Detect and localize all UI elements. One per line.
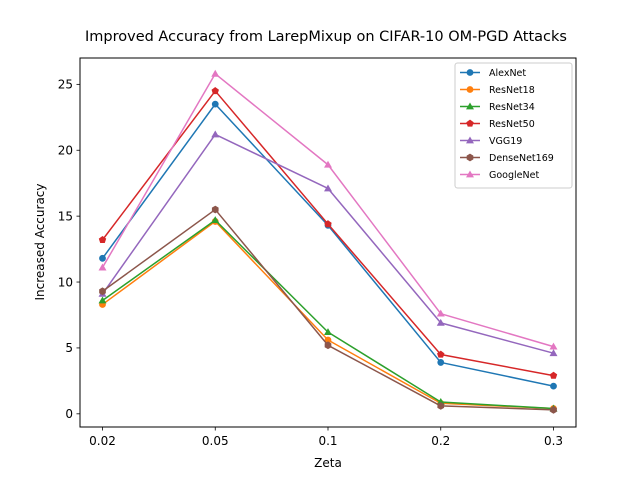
- x-axis: 0.02 0.05 0.1 0.2 0.3: [89, 427, 563, 448]
- data-point-googlenet: [98, 263, 107, 271]
- legend-label: VGG19: [489, 136, 522, 147]
- data-point-vgg19: [549, 349, 558, 357]
- y-tick-label: 25: [58, 78, 73, 92]
- data-point-resnet50: [211, 87, 219, 95]
- data-point-densenet169: [437, 402, 445, 410]
- data-point-alexnet: [99, 254, 106, 262]
- data-point-vgg19: [324, 184, 332, 192]
- y-axis-label: Increased Accuracy: [33, 184, 47, 301]
- series-densenet169: [99, 205, 557, 414]
- legend-box: [454, 62, 573, 189]
- legend-label: ResNet34: [489, 102, 535, 113]
- chart-title: Improved Accuracy from LarepMixup on CIF…: [85, 29, 567, 45]
- legend-marker: [466, 102, 474, 110]
- data-point-googlenet: [324, 160, 332, 168]
- legend-item-alexnet: AlexNet: [460, 68, 526, 79]
- data-point-resnet34: [98, 296, 107, 304]
- legend-marker: [466, 153, 474, 162]
- data-point-alexnet: [437, 359, 445, 366]
- series-resnet50: [98, 87, 558, 379]
- data-point-densenet169: [99, 287, 106, 296]
- y-tick-label: 0: [65, 407, 73, 421]
- data-point-googlenet: [549, 342, 558, 350]
- legend-item-vgg19: VGG19: [460, 136, 522, 147]
- data-point-resnet50: [98, 235, 107, 244]
- data-point-resnet50: [437, 350, 445, 358]
- plot-area: [98, 69, 558, 414]
- legend-label: AlexNet: [489, 68, 526, 79]
- legend-item-resnet34: ResNet34: [460, 102, 535, 113]
- legend-marker: [466, 86, 474, 93]
- legend-marker: [466, 170, 474, 178]
- legend-marker: [466, 136, 474, 144]
- legend: AlexNet ResNet18 ResNet34 ResNet50 VGG19 Dens…: [454, 62, 573, 189]
- y-tick-label: 15: [58, 209, 73, 223]
- x-axis-label: Zeta: [314, 456, 342, 470]
- data-point-alexnet: [550, 382, 557, 390]
- data-point-resnet50: [324, 220, 332, 228]
- data-point-alexnet: [211, 100, 219, 108]
- data-point-vgg19: [436, 318, 445, 326]
- series-googlenet: [98, 69, 558, 350]
- legend-item-resnet50: ResNet50: [460, 119, 535, 130]
- legend-item-googlenet: GoogleNet: [460, 170, 539, 181]
- legend-label: ResNet18: [489, 85, 535, 96]
- data-point-resnet34: [211, 216, 220, 224]
- legend-marker: [466, 69, 474, 76]
- legend-label: GoogleNet: [489, 170, 539, 181]
- data-point-googlenet: [211, 69, 220, 77]
- y-tick-label: 5: [65, 341, 73, 355]
- data-point-resnet50: [549, 371, 558, 379]
- x-tick-label: 0.3: [544, 434, 563, 448]
- data-point-vgg19: [211, 130, 220, 138]
- series-vgg19: [98, 130, 558, 357]
- x-tick-label: 0.2: [431, 434, 450, 448]
- legend-item-resnet18: ResNet18: [460, 85, 535, 96]
- y-tick-label: 10: [58, 275, 73, 289]
- data-point-googlenet: [436, 309, 445, 317]
- data-point-densenet169: [211, 205, 219, 214]
- x-tick-label: 0.02: [89, 434, 116, 448]
- legend-label: DenseNet169: [489, 153, 554, 164]
- legend-marker: [466, 119, 474, 127]
- y-tick-label: 20: [58, 144, 73, 158]
- legend-item-densenet169: DenseNet169: [460, 153, 554, 164]
- y-axis: 0 5 10 15 20 25: [58, 78, 80, 421]
- x-tick-label: 0.05: [202, 434, 229, 448]
- data-point-resnet34: [324, 328, 332, 336]
- data-point-densenet169: [324, 341, 332, 350]
- x-tick-label: 0.1: [318, 434, 337, 448]
- data-point-densenet169: [550, 406, 557, 414]
- legend-label: ResNet50: [489, 119, 535, 130]
